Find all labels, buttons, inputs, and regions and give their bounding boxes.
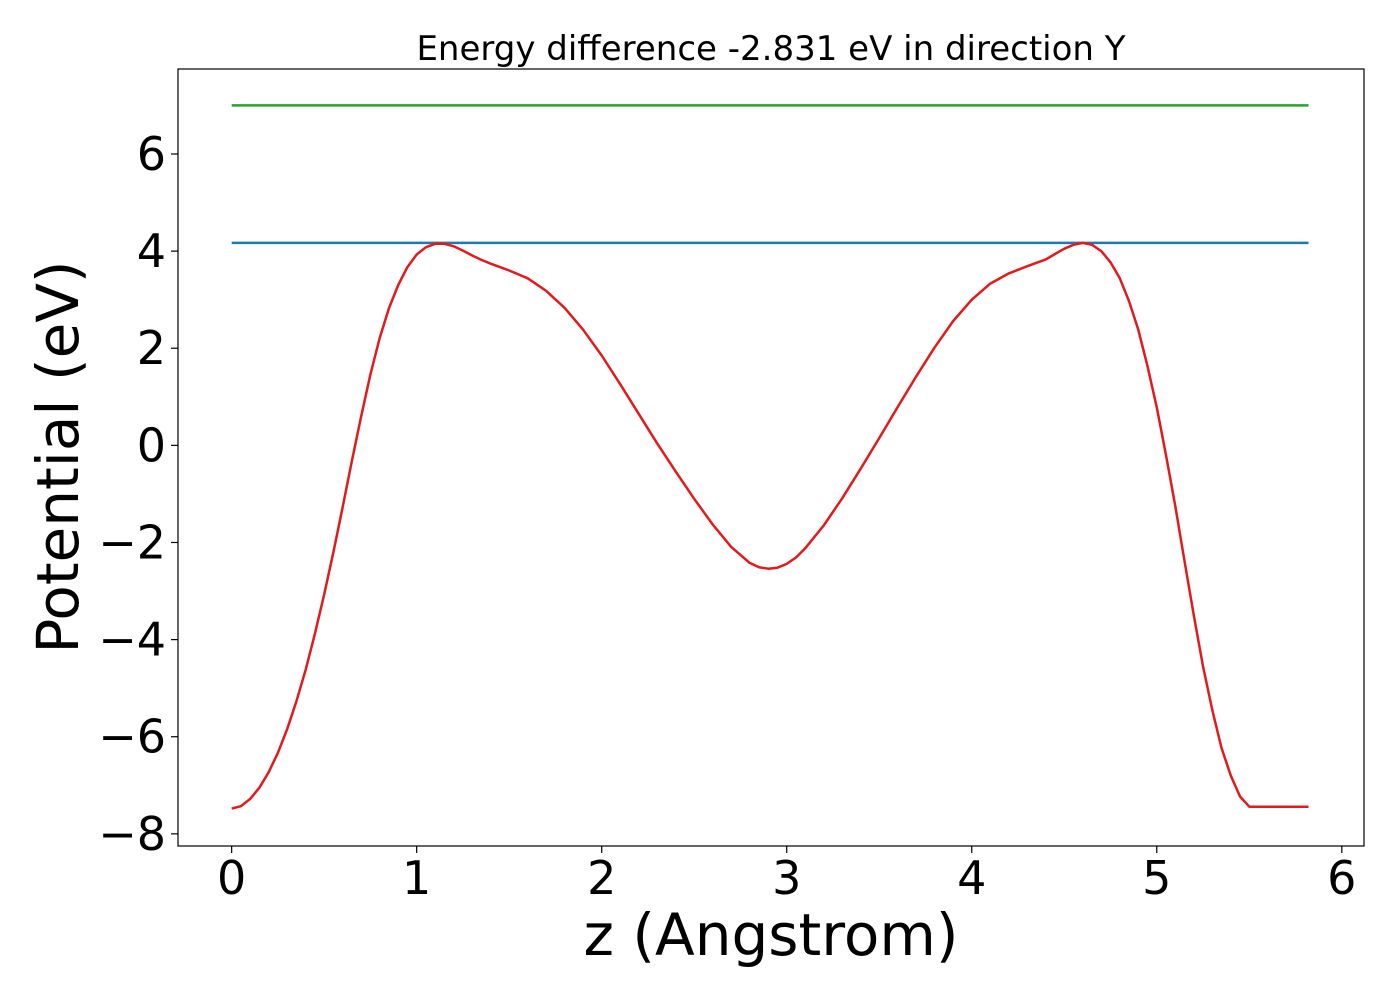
x-axis-title: z (Angstrom) bbox=[584, 901, 959, 969]
series-line-2 bbox=[231, 241, 1309, 810]
series-layer bbox=[231, 104, 1309, 810]
y-tick-label: −6 bbox=[98, 710, 166, 764]
y-axis-ticks: −8 −6 −4 −2 0 2 4 6 bbox=[98, 127, 178, 861]
x-axis-ticks: 0 1 2 3 4 5 6 bbox=[217, 846, 1356, 905]
chart-title: Energy difference -2.831 eV in direction… bbox=[416, 29, 1125, 69]
x-tick-label: 2 bbox=[587, 851, 616, 905]
y-tick-label: 4 bbox=[137, 224, 166, 278]
x-tick-label: 0 bbox=[217, 851, 246, 905]
x-tick-label: 4 bbox=[957, 851, 986, 905]
y-tick-label: −2 bbox=[98, 515, 166, 569]
y-axis-title: Potential (eV) bbox=[24, 260, 92, 653]
x-tick-label: 6 bbox=[1327, 851, 1356, 905]
x-tick-label: 1 bbox=[402, 851, 431, 905]
y-tick-label: 0 bbox=[137, 418, 166, 472]
y-tick-label: 2 bbox=[137, 321, 166, 375]
plot-area-frame bbox=[177, 68, 1365, 847]
x-tick-label: 5 bbox=[1142, 851, 1171, 905]
y-tick-label: −8 bbox=[98, 807, 166, 861]
y-tick-label: 6 bbox=[137, 127, 166, 181]
x-tick-label: 3 bbox=[772, 851, 801, 905]
y-tick-label: −4 bbox=[98, 613, 166, 667]
